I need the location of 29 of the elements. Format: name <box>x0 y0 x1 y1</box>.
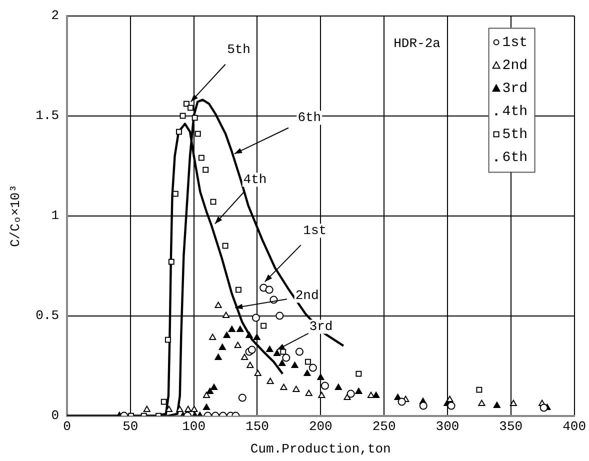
y-tick-label: 0 <box>51 408 60 424</box>
legend-label: 1st <box>502 35 528 52</box>
y-tick-label: 1.5 <box>36 108 60 124</box>
y-tick-label: 2 <box>51 8 60 24</box>
legend-label: 6th <box>502 150 528 166</box>
x-tick-label: 0 <box>63 419 71 434</box>
y-tick-label: 1 <box>51 208 60 224</box>
annotation: 6th <box>298 110 322 126</box>
x-tick-label: 200 <box>308 419 332 434</box>
legend-label: 4th <box>502 104 528 120</box>
x-tick-label: 50 <box>122 419 138 434</box>
y-axis-title: C/Cₒ×10³ <box>8 184 24 248</box>
annotation: 5th <box>227 42 250 58</box>
annotation: HDR-2a <box>394 36 441 52</box>
legend-label: 5th <box>502 127 528 144</box>
y-tick-label: 0.5 <box>36 308 60 324</box>
x-tick-label: 100 <box>182 419 206 434</box>
x-tick-label: 400 <box>562 419 586 434</box>
annotation: 3rd <box>309 319 333 334</box>
annotation: 2nd <box>295 288 319 304</box>
x-tick-label: 150 <box>246 419 269 434</box>
legend-label: 2nd <box>502 58 528 74</box>
x-axis-title: Cum.Production,ton <box>250 442 391 457</box>
legend-label: 3rd <box>502 81 528 98</box>
annotation: 1st <box>303 223 327 238</box>
x-tick-label: 300 <box>436 419 460 434</box>
x-tick-label: 350 <box>499 419 523 434</box>
annotation: 4th <box>243 172 267 188</box>
x-tick-label: 250 <box>372 419 396 434</box>
